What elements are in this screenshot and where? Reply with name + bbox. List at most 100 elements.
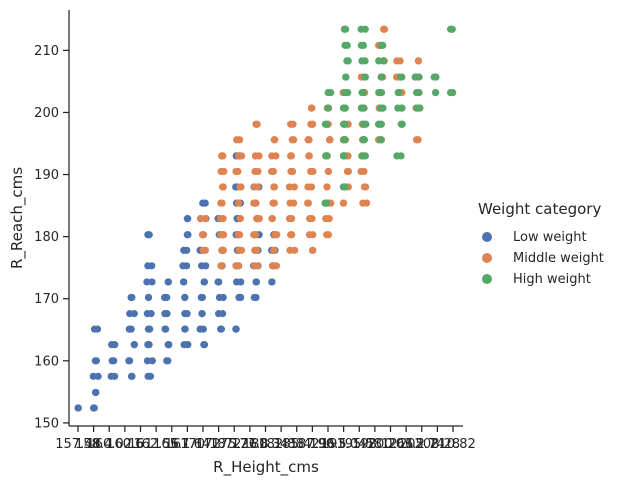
- data-point: [341, 120, 349, 128]
- data-point: [234, 231, 242, 239]
- data-point: [183, 215, 191, 223]
- data-point: [74, 404, 82, 412]
- data-point: [144, 231, 152, 239]
- data-point: [285, 183, 294, 191]
- data-point: [252, 278, 260, 286]
- data-point: [287, 231, 295, 239]
- data-point: [162, 325, 170, 333]
- data-point: [432, 73, 440, 81]
- data-point: [307, 104, 315, 112]
- legend-items: Low weight Middle weight High weight: [482, 230, 604, 287]
- data-point: [216, 215, 224, 223]
- data-point: [343, 57, 351, 65]
- y-axis-title: R_Reach_cms: [8, 167, 27, 269]
- data-point: [198, 310, 206, 318]
- x-tick-label: 170.18: [180, 437, 226, 452]
- data-point: [219, 310, 227, 318]
- x-tick-label: 185.42: [274, 437, 320, 452]
- data-point: [267, 167, 276, 176]
- data-point: [181, 293, 189, 302]
- data-point: [250, 262, 259, 270]
- data-point: [234, 199, 242, 207]
- data-point: [360, 183, 368, 191]
- data-point: [147, 310, 155, 318]
- data-point: [362, 120, 370, 128]
- x-tick-label: 161: [128, 437, 153, 452]
- data-point: [92, 388, 100, 397]
- legend-marker: [482, 253, 492, 263]
- data-point: [289, 120, 297, 128]
- data-point: [449, 88, 457, 97]
- data-point: [127, 372, 136, 380]
- data-point: [307, 120, 315, 128]
- data-point: [376, 136, 384, 144]
- data-point: [359, 136, 367, 144]
- x-tick-label: 203.2: [388, 437, 425, 452]
- data-point: [215, 293, 224, 302]
- data-point: [144, 293, 153, 302]
- data-point: [309, 167, 317, 176]
- legend-title: Weight category: [478, 200, 601, 218]
- data-point: [234, 167, 242, 176]
- data-point: [220, 167, 228, 176]
- data-point: [357, 25, 365, 33]
- data-point: [304, 199, 313, 207]
- data-point: [377, 120, 385, 128]
- data-point: [200, 341, 208, 349]
- data-point: [217, 325, 225, 333]
- data-point: [184, 231, 192, 239]
- y-tick-label: 170: [34, 292, 59, 307]
- data-point: [218, 199, 226, 207]
- data-point: [304, 136, 312, 144]
- data-point: [288, 136, 296, 144]
- y-tick-label: 210: [34, 44, 59, 59]
- data-point: [324, 104, 332, 112]
- data-point: [125, 357, 133, 365]
- data-point: [180, 341, 188, 349]
- data-point: [361, 73, 369, 81]
- data-point: [322, 120, 331, 128]
- data-point: [290, 183, 298, 191]
- data-point: [412, 136, 421, 144]
- data-point: [128, 293, 136, 302]
- data-point: [201, 246, 210, 254]
- data-point: [163, 293, 171, 302]
- data-point: [127, 325, 135, 333]
- data-point: [219, 152, 227, 160]
- data-point: [446, 25, 455, 33]
- data-point: [344, 167, 352, 176]
- data-point: [415, 88, 423, 97]
- x-tick-label: 180.34: [243, 437, 289, 452]
- x-tick-label: 160.02: [87, 437, 133, 452]
- x-tick-label: 182.88: [258, 437, 304, 452]
- x-tick-label: 172.72: [196, 437, 242, 452]
- data-point: [218, 246, 226, 254]
- data-point: [287, 167, 295, 176]
- data-point: [201, 199, 209, 207]
- legend: Weight category Low weight Middle weight H…: [478, 200, 604, 287]
- data-point: [108, 357, 116, 365]
- x-tick-label: 190.5: [309, 437, 346, 452]
- legend-marker: [482, 232, 492, 242]
- data-point: [94, 372, 102, 380]
- data-point: [359, 41, 368, 49]
- data-point: [232, 325, 240, 333]
- data-point: [232, 278, 241, 286]
- data-point: [360, 104, 368, 112]
- data-point: [324, 231, 333, 239]
- data-point: [397, 120, 405, 128]
- data-point: [161, 310, 169, 318]
- data-point: [286, 246, 294, 254]
- y-tick-label: 180: [34, 230, 59, 245]
- data-point: [148, 357, 156, 365]
- data-point: [340, 152, 348, 160]
- data-point: [126, 310, 134, 318]
- data-point: [220, 231, 228, 239]
- x-tick-label: 208.28: [415, 437, 461, 452]
- data-point: [343, 41, 351, 49]
- data-point: [268, 215, 277, 223]
- data-point: [394, 104, 402, 112]
- data-point: [309, 246, 317, 254]
- x-tick-label: 160.6: [106, 437, 143, 452]
